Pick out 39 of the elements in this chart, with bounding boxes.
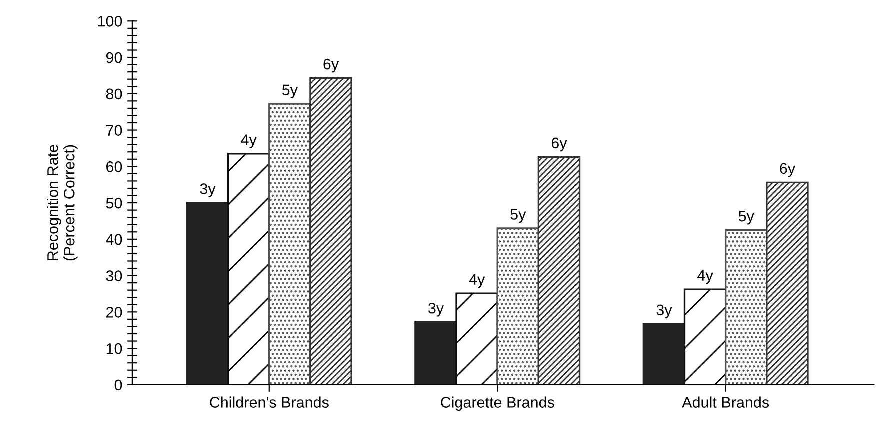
bar [538,156,581,385]
text: 4y [698,270,714,284]
text: 3y [428,302,444,317]
text: 5y [510,209,526,223]
y-tick-label: 20 [106,307,122,318]
y-tick-label: 50 [106,198,122,209]
bar [642,323,686,385]
y-tick-label: 40 [106,234,122,246]
text: 4y [469,274,486,288]
bar [227,153,270,385]
y-tick-label: 80 [106,88,122,100]
bar [766,182,809,385]
y-axis-title: Recognition Rate (Percent Correct) [47,145,78,261]
text: 5y [282,84,298,99]
x-tick-label: Cigarette Brands [441,396,554,411]
series-label: 6y [780,163,796,178]
bar [684,288,727,385]
series-label: 3y [200,184,216,198]
x-tick-label: Children's Brands [210,396,329,408]
y-tick-label: 100 [98,16,122,27]
x-tick-label: Adult Brands [682,396,770,408]
series-label: 4y [241,134,257,148]
y-tick-label: 60 [106,162,122,172]
bar [414,322,458,385]
y-tick-label: 70 [106,125,122,136]
bar [496,228,540,385]
bar [456,292,498,385]
text: 6y [324,58,340,73]
y-tick-label: 90 [106,52,122,64]
text: 3y [656,304,672,319]
y-tick-label: 30 [106,270,122,282]
bar [724,229,768,385]
y-tick-label: 0 [114,380,122,391]
series-label: 5y [738,211,754,225]
bar [268,103,312,385]
bar [310,77,352,385]
text: 6y [552,138,568,152]
y-tick-label: 10 [106,343,122,354]
bar [186,202,230,385]
